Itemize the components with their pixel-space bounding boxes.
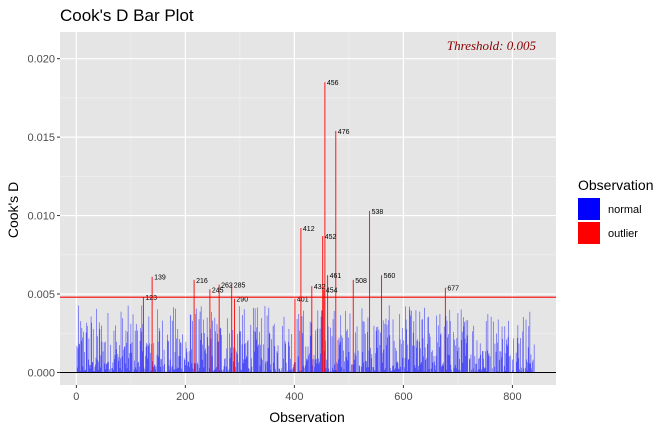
outlier-label: 538 (372, 209, 384, 216)
legend: Observation normal outlier (578, 177, 653, 244)
panel-background (60, 32, 556, 385)
outlier-label: 456 (327, 80, 339, 87)
outlier-label: 216 (196, 278, 208, 285)
outlier-label: 290 (236, 297, 248, 304)
threshold-label: Threshold: 0.005 (447, 38, 537, 53)
y-tick-label: 0.020 (27, 54, 55, 66)
bars (76, 82, 535, 373)
legend-label-normal: normal (608, 204, 642, 216)
legend-swatch-outlier (578, 222, 600, 244)
outlier-label: 123 (145, 295, 157, 302)
outlier-label: 245 (212, 287, 224, 294)
outlier-label: 452 (325, 234, 337, 241)
outlier-label: 476 (338, 129, 350, 136)
x-tick-label: 0 (73, 391, 79, 403)
legend-label-outlier: outlier (608, 228, 638, 240)
outlier-label: 262 (221, 283, 233, 290)
outlier-label: 508 (355, 278, 367, 285)
legend-swatch-normal (578, 198, 600, 220)
outlier-label: 454 (326, 287, 338, 294)
y-tick-label: 0.005 (27, 289, 55, 301)
x-tick-label: 400 (285, 391, 303, 403)
outlier-label: 461 (330, 273, 342, 280)
reference-lines (60, 296, 556, 373)
y-tick-label: 0.000 (27, 367, 55, 379)
outlier-label: 285 (234, 283, 246, 290)
y-axis: 0.000 0.005 0.010 0.015 0.020 (27, 54, 60, 379)
chart-title: Cook's D Bar Plot (60, 6, 194, 25)
outlier-label: 432 (314, 284, 326, 291)
x-tick-label: 600 (394, 391, 412, 403)
outlier-label: 412 (303, 226, 315, 233)
y-axis-title: Cook's D (5, 182, 21, 238)
y-tick-label: 0.010 (27, 211, 55, 223)
outlier-label: 139 (154, 275, 166, 282)
plot-panel (60, 32, 556, 385)
gridlines (60, 32, 556, 385)
outlier-label: 677 (447, 286, 459, 293)
x-axis-title: Observation (269, 409, 344, 425)
legend-title: Observation (578, 177, 653, 193)
outlier-label: 560 (384, 273, 396, 280)
x-tick-label: 200 (176, 391, 194, 403)
outlier-label: 401 (297, 297, 309, 304)
x-axis: 0 200 400 600 800 (73, 385, 522, 403)
y-tick-label: 0.015 (27, 132, 55, 144)
x-tick-label: 800 (503, 391, 521, 403)
